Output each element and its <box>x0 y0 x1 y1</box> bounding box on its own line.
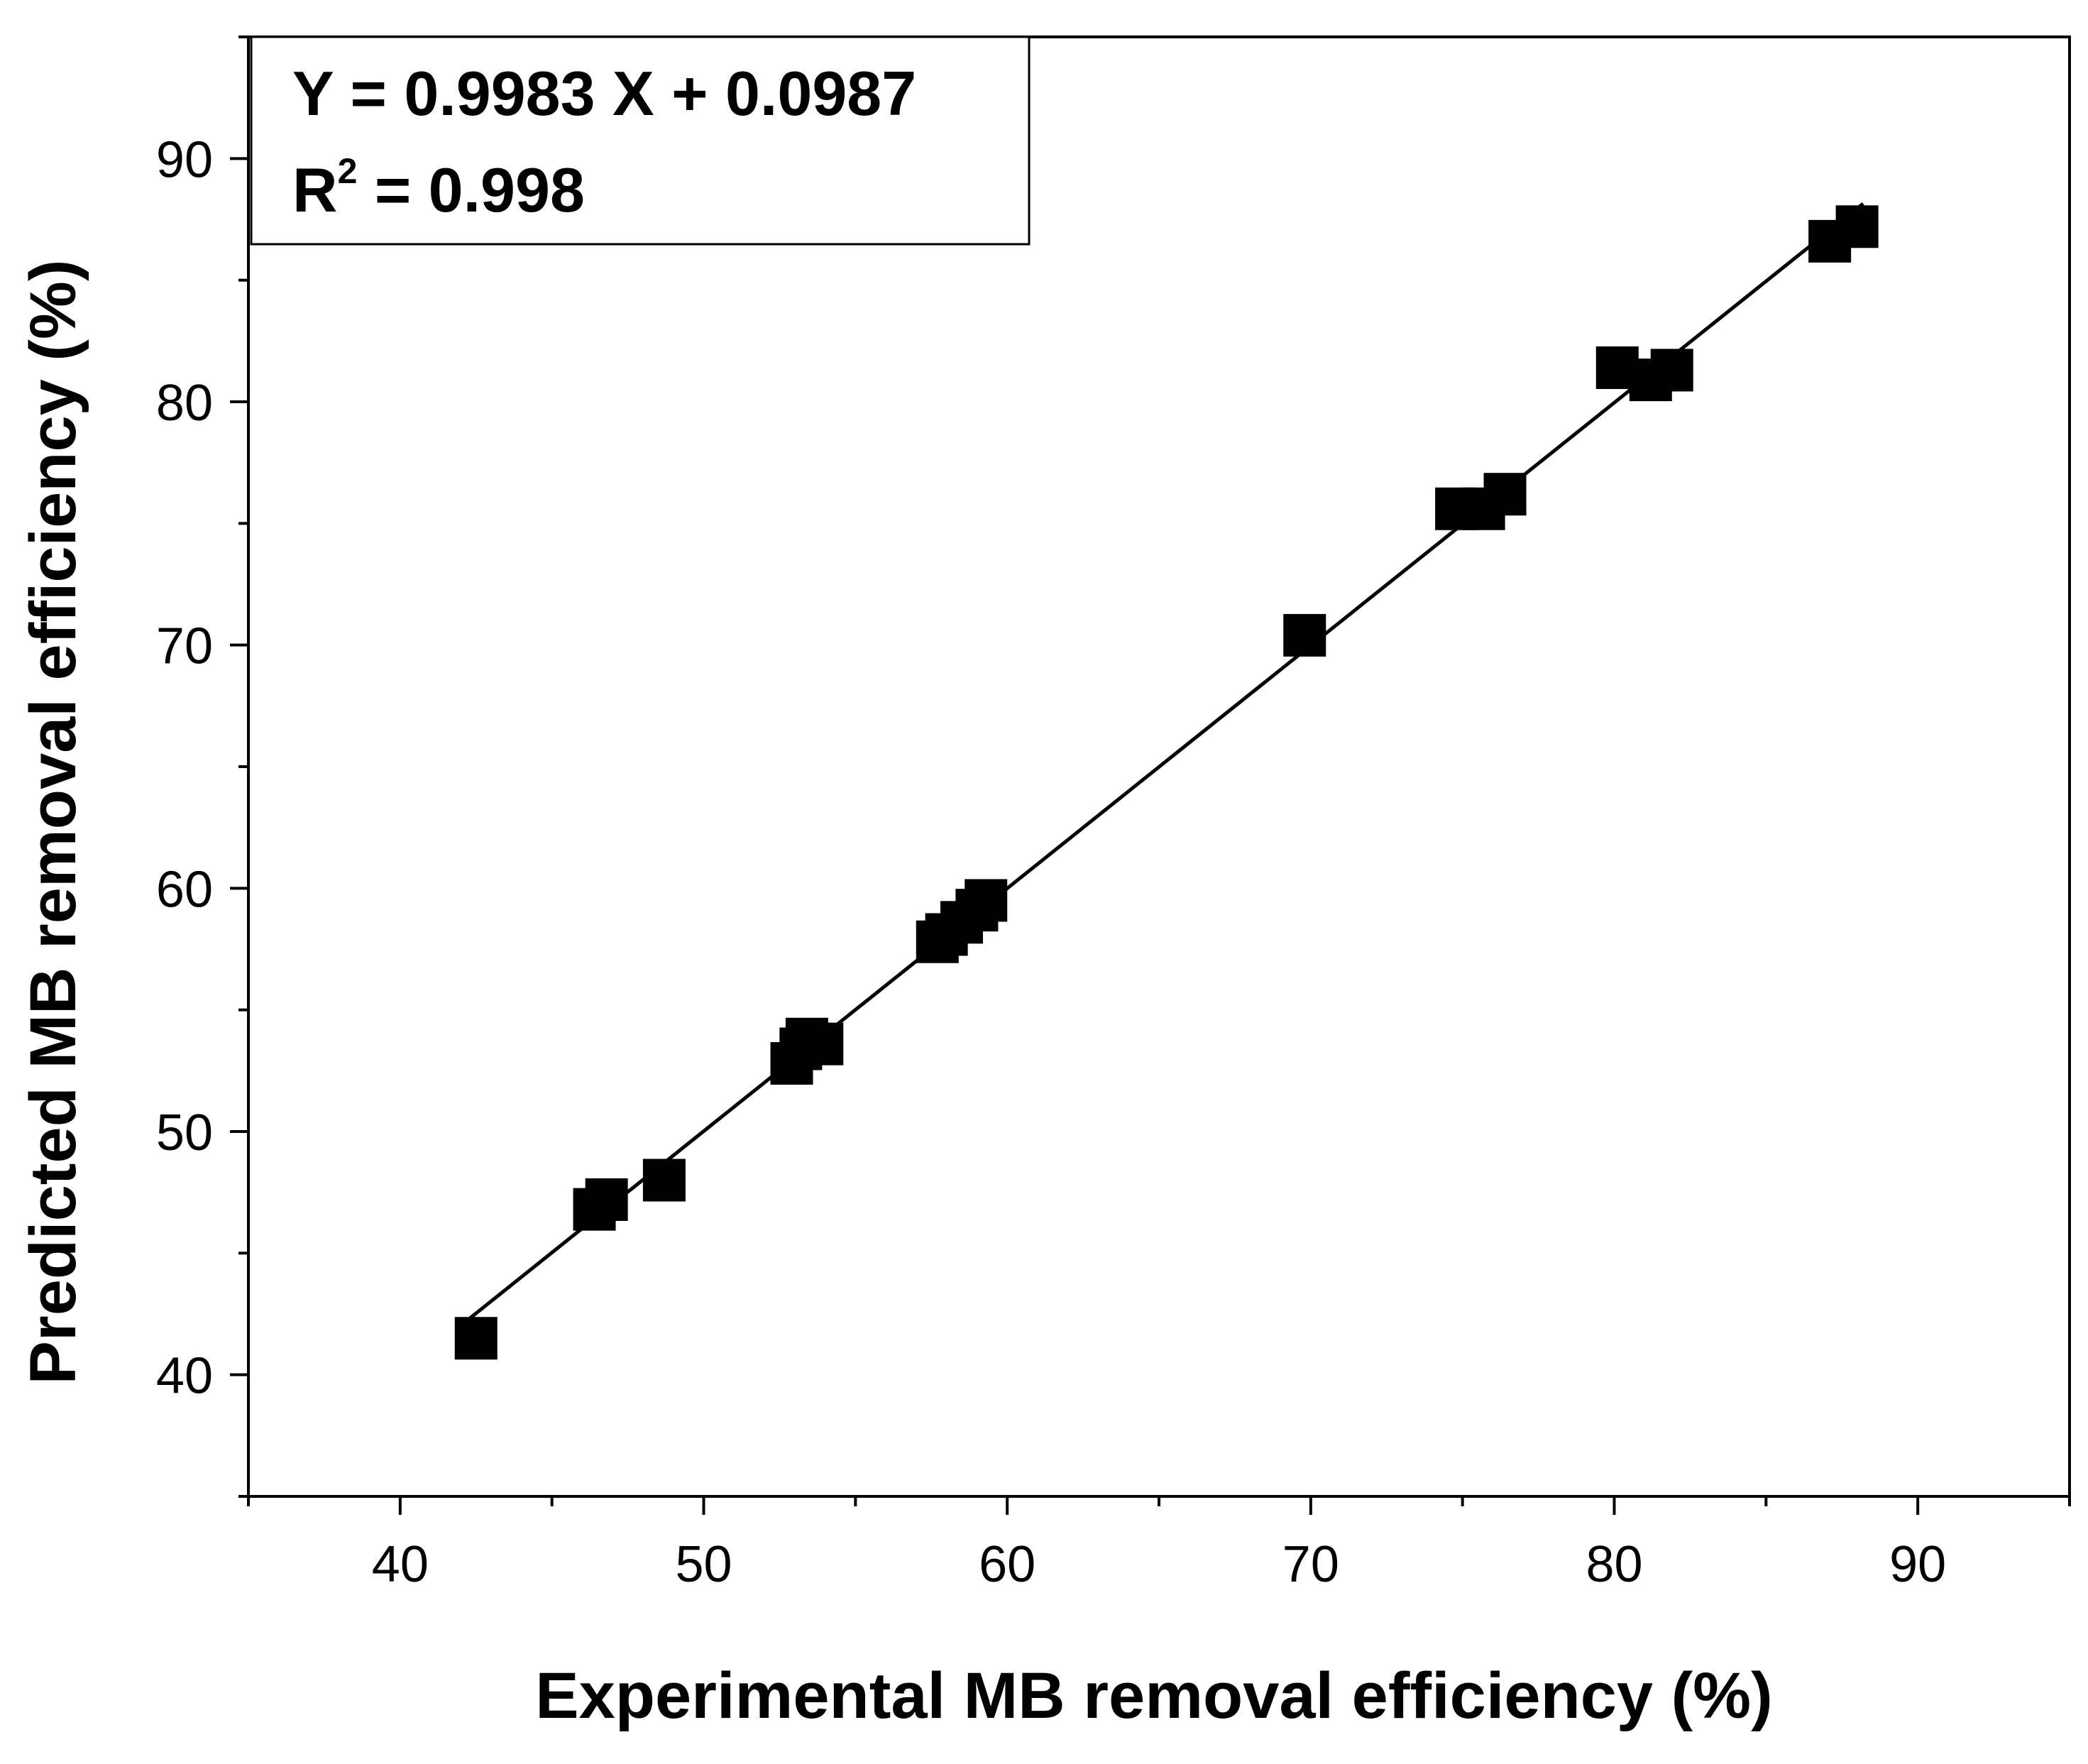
r-squared-prefix: R <box>292 155 338 225</box>
data-point <box>1283 613 1326 657</box>
x-tick-label: 90 <box>1889 1536 1946 1593</box>
equation-text: Y = 0.9983 X + 0.0987 <box>292 58 916 128</box>
data-point <box>1483 473 1527 516</box>
x-tick-label: 50 <box>675 1536 732 1593</box>
r-squared-text: R2 = 0.998 <box>292 151 585 225</box>
x-tick-label: 40 <box>372 1536 429 1593</box>
y-tick-label: 60 <box>156 861 213 918</box>
y-tick-label: 50 <box>156 1105 213 1161</box>
equation-box <box>250 35 1031 246</box>
data-point <box>585 1178 628 1221</box>
points-layer <box>454 205 1879 1360</box>
data-point <box>965 879 1008 922</box>
data-point <box>1650 349 1693 392</box>
y-tick-label: 80 <box>156 375 213 432</box>
y-tick-label: 90 <box>156 131 213 188</box>
r-squared-value: = 0.998 <box>357 155 585 225</box>
data-point <box>454 1317 498 1360</box>
y-tick-label: 40 <box>156 1348 213 1405</box>
axes-layer: 40 50 60 70 80 90 40 50 60 70 80 90 <box>156 35 2071 1593</box>
x-axis-title: Experimental MB removal efficiency (%) <box>535 1660 1772 1732</box>
x-tick-label: 60 <box>979 1536 1035 1593</box>
x-tick-label: 80 <box>1586 1536 1642 1593</box>
y-tick-label: 70 <box>156 618 213 675</box>
r-squared-superscript: 2 <box>338 151 358 191</box>
data-point <box>1835 205 1879 248</box>
data-point <box>642 1158 686 1202</box>
x-tick-label: 70 <box>1282 1536 1339 1593</box>
data-point <box>801 1022 844 1065</box>
equation-annotation: Y = 0.9983 X + 0.0987 R2 = 0.998 <box>250 35 1031 246</box>
y-axis-title: Predicted MB removal efficiency (%) <box>17 260 89 1385</box>
